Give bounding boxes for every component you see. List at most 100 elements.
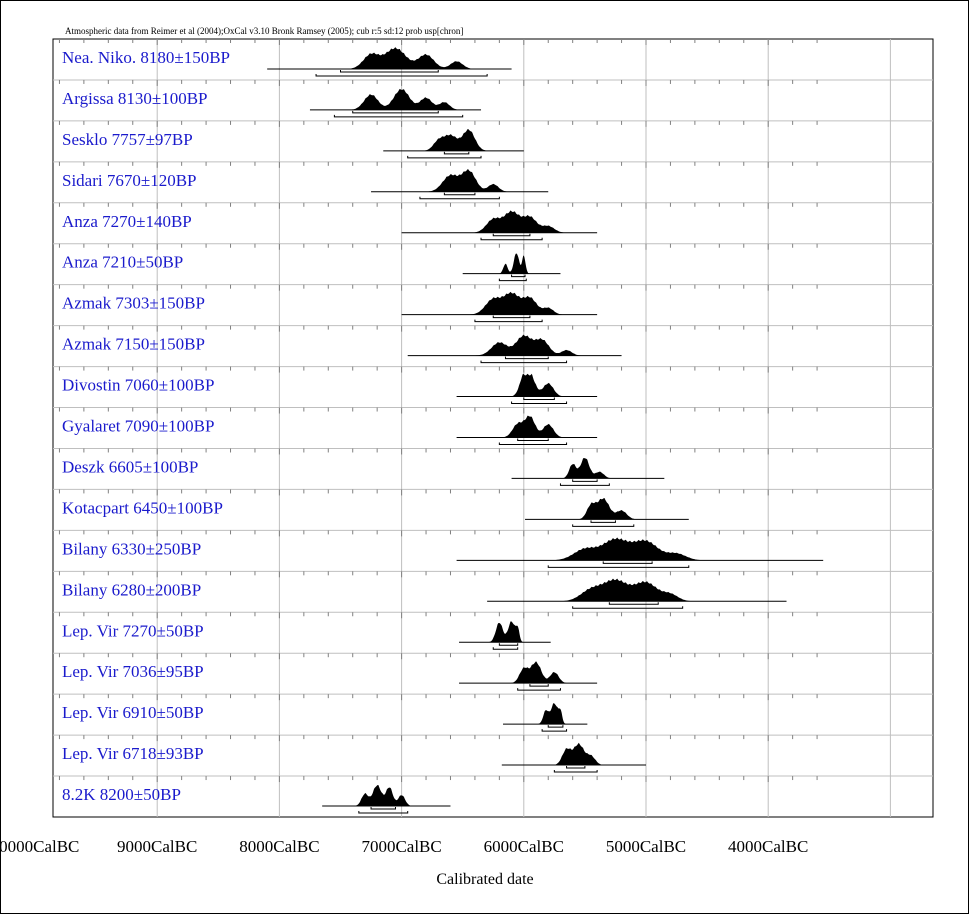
series-label: Lep. Vir 6910±50BP xyxy=(62,703,204,722)
density-area xyxy=(371,169,549,192)
density-area xyxy=(459,661,598,684)
series-row: Sesklo 7757±97BP xyxy=(53,120,933,159)
series-row: Divostin 7060±100BP xyxy=(53,366,933,405)
series-label: Bilany 6280±200BP xyxy=(62,580,201,599)
inner-range xyxy=(572,479,598,482)
outer-range xyxy=(480,360,568,364)
series-row: Lep. Vir 6718±93BP xyxy=(53,734,933,773)
series-label: Azmak 7150±150BP xyxy=(62,335,205,354)
series-row: Argissa 8130±100BP xyxy=(53,79,933,118)
inner-range xyxy=(492,315,531,319)
outer-range xyxy=(572,524,635,527)
outer-range xyxy=(419,196,500,200)
series-row: Azmak 7303±150BP xyxy=(53,284,933,323)
outer-range xyxy=(474,319,543,323)
series-row: Nea. Niko. 8180±150BP xyxy=(58,39,818,77)
series-row: 8.2K 8200±50BP xyxy=(53,775,933,814)
inner-range xyxy=(517,438,549,441)
outer-range xyxy=(572,606,684,609)
series-label: Deszk 6605±100BP xyxy=(62,457,198,476)
series-label: Kotacpart 6450±100BP xyxy=(62,498,223,517)
series-row: Anza 7210±50BP xyxy=(53,243,933,282)
series-label: Anza 7210±50BP xyxy=(62,253,183,272)
inner-range xyxy=(602,561,653,564)
inner-range xyxy=(547,725,564,728)
outer-range xyxy=(541,729,568,732)
inner-range xyxy=(504,356,549,360)
outer-range xyxy=(498,442,568,445)
outer-range xyxy=(517,688,561,691)
outer-range xyxy=(407,155,482,159)
density-area xyxy=(459,621,551,643)
series-label: Sesklo 7757±97BP xyxy=(62,130,193,149)
series-label: Sidari 7670±120BP xyxy=(62,171,196,190)
density-area xyxy=(401,210,598,233)
x-tick-label: 7000CalBC xyxy=(361,837,441,856)
series-row: Kotacpart 6450±100BP xyxy=(53,488,933,527)
series-rows: Nea. Niko. 8180±150BP Argissa 8130±100BP S… xyxy=(53,39,933,814)
outer-range xyxy=(492,647,519,650)
series-row: Lep. Vir 7036±95BP xyxy=(53,652,933,691)
outer-range xyxy=(547,565,690,568)
series-label: 8.2K 8200±50BP xyxy=(62,785,181,804)
density-area xyxy=(511,458,665,479)
inner-range xyxy=(523,397,555,401)
density-area xyxy=(503,703,588,725)
series-row: Anza 7270±140BP xyxy=(53,202,933,241)
density-area xyxy=(322,784,451,806)
density-area xyxy=(309,88,482,110)
density-area xyxy=(383,128,524,151)
density-area xyxy=(407,334,622,356)
inner-range xyxy=(498,643,519,646)
series-row: Azmak 7150±150BP xyxy=(53,325,933,364)
outer-range xyxy=(315,73,488,77)
series-row: Deszk 6605±100BP xyxy=(53,447,933,486)
density-area xyxy=(456,415,598,438)
series-row: Gyalaret 7090±100BP xyxy=(53,407,933,445)
outer-range xyxy=(333,114,464,118)
x-tick-label: 10000CalBC xyxy=(0,837,79,856)
series-row: Lep. Vir 7270±50BP xyxy=(53,611,933,650)
series-label: Divostin 7060±100BP xyxy=(62,376,214,395)
density-area xyxy=(456,373,598,397)
header-note: Atmospheric data from Reimer et al (2004… xyxy=(65,26,463,36)
density-area xyxy=(501,742,646,766)
density-area xyxy=(525,497,689,520)
x-tick-label: 5000CalBC xyxy=(606,837,686,856)
series-label: Lep. Vir 7036±95BP xyxy=(62,662,204,681)
inner-range xyxy=(443,151,470,155)
series-label: Lep. Vir 7270±50BP xyxy=(62,621,204,640)
density-area xyxy=(487,578,787,602)
series-label: Azmak 7303±150BP xyxy=(62,294,205,313)
inner-range xyxy=(511,274,526,278)
x-tick-label: 6000CalBC xyxy=(484,837,564,856)
density-area xyxy=(267,47,512,69)
series-row: Bilany 6330±250BP xyxy=(53,529,933,568)
inner-range xyxy=(608,602,659,605)
density-area xyxy=(456,537,824,561)
inner-range xyxy=(443,192,476,196)
series-row: Sidari 7670±120BP xyxy=(53,161,933,200)
series-label: Bilany 6330±250BP xyxy=(62,539,201,558)
series-row: Lep. Vir 6910±50BP xyxy=(53,693,933,732)
grid-layer xyxy=(156,39,891,817)
series-label: Gyalaret 7090±100BP xyxy=(62,417,214,436)
series-row: Bilany 6280±200BP xyxy=(53,570,933,609)
series-label: Nea. Niko. 8180±150BP xyxy=(62,48,230,67)
inner-range xyxy=(340,69,439,73)
x-tick-label: 4000CalBC xyxy=(728,837,808,856)
series-label: Lep. Vir 6718±93BP xyxy=(62,744,204,763)
x-axis-label: Calibrated date xyxy=(436,871,533,888)
outer-range xyxy=(480,237,543,241)
outer-range xyxy=(511,401,568,405)
series-label: Argissa 8130±100BP xyxy=(62,89,208,108)
outer-range xyxy=(358,811,409,814)
series-label: Anza 7270±140BP xyxy=(62,212,192,231)
inner-range xyxy=(590,520,616,523)
outer-range xyxy=(559,483,610,486)
plot-area xyxy=(52,38,934,818)
density-area xyxy=(401,291,598,315)
x-axis: 10000CalBC 9000CalBC 8000CalBC 7000CalBC 600… xyxy=(0,837,808,856)
